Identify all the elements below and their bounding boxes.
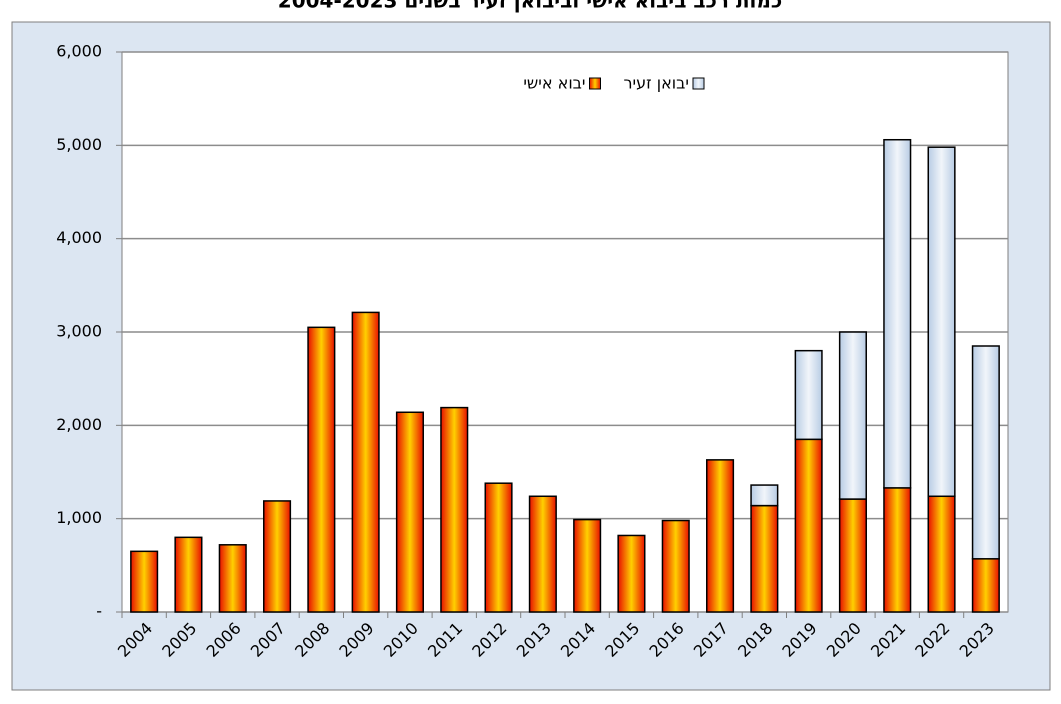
bar (218, 544, 247, 613)
y-tick-label: 4,000 (56, 228, 102, 247)
bar (927, 495, 956, 613)
bar (838, 331, 867, 500)
bar (838, 498, 867, 613)
bar (130, 550, 159, 613)
bar (263, 500, 292, 613)
bar (750, 504, 779, 613)
legend-label: יבוא אישי (523, 74, 585, 93)
y-tick-label: 2,000 (56, 415, 102, 434)
bar (794, 438, 823, 613)
legend-swatch (589, 77, 601, 90)
bar (883, 138, 912, 489)
y-tick-label: - (96, 602, 102, 621)
bar (440, 406, 469, 613)
bar (528, 495, 557, 613)
y-tick-label: 3,000 (56, 322, 102, 341)
bar (617, 534, 646, 613)
y-tick-label: 5,000 (56, 135, 102, 154)
bar (927, 146, 956, 498)
bar (573, 518, 602, 613)
bar (971, 345, 1000, 560)
legend-swatch (692, 77, 705, 90)
y-tick-label: 6,000 (56, 42, 102, 61)
legend-label: יבואן זעיר (624, 74, 690, 93)
y-tick-label: 1,000 (56, 508, 102, 527)
bar (794, 349, 823, 441)
bar (395, 411, 424, 613)
chart-title: כמות רכב ביבוא אישי וביבואן זעיר בשנים 2… (278, 0, 782, 13)
bar (307, 326, 336, 613)
bar (661, 519, 690, 613)
bar (484, 482, 513, 613)
bar (750, 484, 779, 507)
bar (706, 459, 735, 613)
bar (971, 558, 1000, 613)
bar (174, 536, 203, 613)
bar (351, 311, 380, 613)
bar (883, 487, 912, 613)
